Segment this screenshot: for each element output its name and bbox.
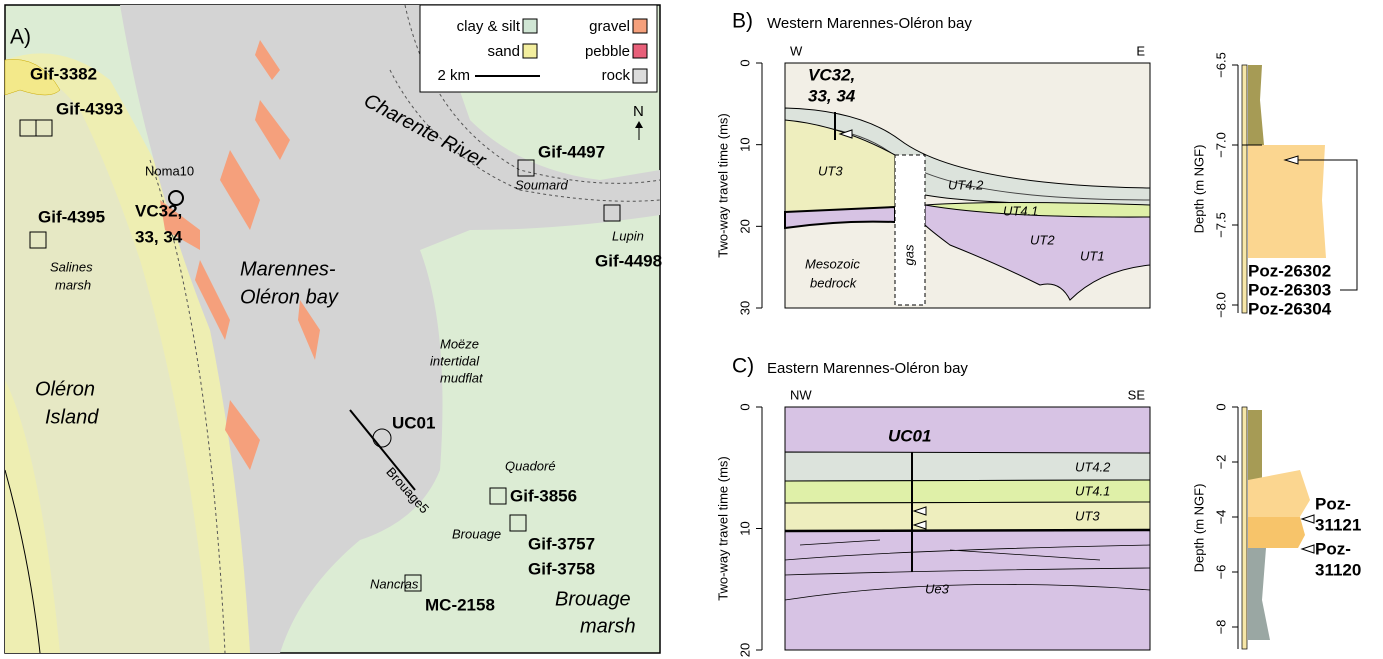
panel-label: C) [732, 355, 754, 378]
place-label: Nancras [370, 576, 419, 591]
core-name: 33, 34 [808, 86, 856, 105]
legend-label: sand [487, 43, 520, 60]
sample: 31120 [1315, 560, 1361, 579]
unit: gas [901, 244, 916, 265]
place-label: Marennes- [240, 258, 336, 280]
unit: Ue3 [925, 581, 950, 596]
map [4, 4, 661, 654]
core-name: UC01 [888, 426, 931, 445]
y-tick-label: 0 [1213, 403, 1228, 410]
place-label: Quadoré [505, 458, 556, 473]
y-tick-label: −7.5 [1213, 212, 1228, 238]
y-tick-label: −7.0 [1213, 132, 1228, 158]
core-b [1241, 64, 1358, 314]
panel-title: Western Marennes-Oléron bay [767, 15, 972, 32]
place-label: Brouage [452, 526, 501, 541]
y-tick-label: 0 [737, 59, 752, 66]
y-axis-label: Depth (m NGF) [1191, 145, 1206, 234]
y-tick-label: 10 [737, 137, 752, 151]
place-label: Gif-4393 [56, 99, 123, 118]
place-label: Salines [50, 259, 93, 274]
y-tick-label: 0 [737, 403, 752, 410]
y-tick-label: −8 [1213, 620, 1228, 635]
place-label: UC01 [392, 413, 435, 432]
place-label: Moëze [440, 336, 479, 351]
sample: Poz- [1315, 539, 1351, 558]
place-label: Oléron [35, 378, 95, 400]
unit: UT4.1 [1075, 483, 1110, 498]
y-tick-label: 20 [737, 219, 752, 233]
sample: Poz-26304 [1248, 299, 1332, 318]
place-label: Gif-4498 [595, 251, 662, 270]
place-label: intertidal [430, 353, 480, 368]
profile-c [784, 406, 1151, 651]
place-label: marsh [580, 615, 636, 637]
profile-b [784, 62, 1151, 309]
north: N [633, 103, 644, 120]
place-label: Oléron bay [240, 286, 339, 308]
place-label: Soumard [515, 177, 569, 192]
direction: W [790, 43, 803, 58]
y-tick-label: −8.0 [1213, 292, 1228, 318]
y-axis-label: Depth (m NGF) [1191, 484, 1206, 573]
place-label: Brouage [555, 588, 631, 610]
place-label: VC32, [135, 201, 182, 220]
panel-title: Eastern Marennes-Oléron bay [767, 360, 968, 377]
place-label: Gif-3757 [528, 534, 595, 553]
core-c [1241, 406, 1315, 650]
legend-label: 2 km [437, 67, 470, 84]
direction: NW [790, 387, 812, 402]
core-name: VC32, [808, 65, 855, 84]
legend-label: rock [602, 67, 631, 84]
y-axis-label: Two-way travel time (ms) [715, 456, 730, 600]
direction: E [1136, 43, 1145, 58]
y-tick-label: 30 [737, 301, 752, 315]
place-label: marsh [55, 277, 91, 292]
sample: Poz- [1315, 494, 1351, 513]
place-label: 33, 34 [135, 227, 183, 246]
unit: UT3 [1075, 508, 1100, 523]
legend-label: gravel [589, 18, 630, 35]
unit: UT2 [1030, 232, 1055, 247]
unit: UT4.2 [948, 177, 984, 192]
y-tick-label: −4 [1213, 510, 1228, 525]
y-axis-label: Two-way travel time (ms) [715, 113, 730, 257]
y-tick-label: −6.5 [1213, 52, 1228, 78]
unit: Mesozoic [805, 256, 860, 271]
y-tick-label: −6 [1213, 565, 1228, 580]
unit: UT3 [818, 163, 843, 178]
unit: UT1 [1080, 248, 1105, 263]
unit: UT4.1 [1003, 203, 1038, 218]
place-label: Island [45, 406, 99, 428]
place-label: Gif-4395 [38, 207, 105, 226]
unit: UT4.2 [1075, 459, 1111, 474]
y-tick-label: −2 [1213, 455, 1228, 470]
sample: 31121 [1315, 515, 1361, 534]
y-tick-label: 20 [737, 643, 752, 657]
unit: bedrock [810, 275, 858, 290]
legend-label: pebble [585, 43, 630, 60]
direction: SE [1128, 387, 1146, 402]
panel-label: B) [732, 10, 753, 33]
place-label: Noma10 [145, 163, 194, 178]
sample: Poz-26302 [1248, 261, 1331, 280]
place-label: Lupin [612, 228, 644, 243]
place-label: Gif-3758 [528, 559, 595, 578]
y-tick-label: 10 [737, 521, 752, 535]
place-label: Gif-3382 [30, 64, 97, 83]
panel-label: A) [10, 26, 31, 49]
place-label: Gif-4497 [538, 142, 605, 161]
sample: Poz-26303 [1248, 280, 1331, 299]
place-label: mudflat [440, 370, 484, 385]
legend-label: clay & silt [457, 18, 521, 35]
place-label: MC-2158 [425, 595, 495, 614]
place-label: Gif-3856 [510, 486, 577, 505]
